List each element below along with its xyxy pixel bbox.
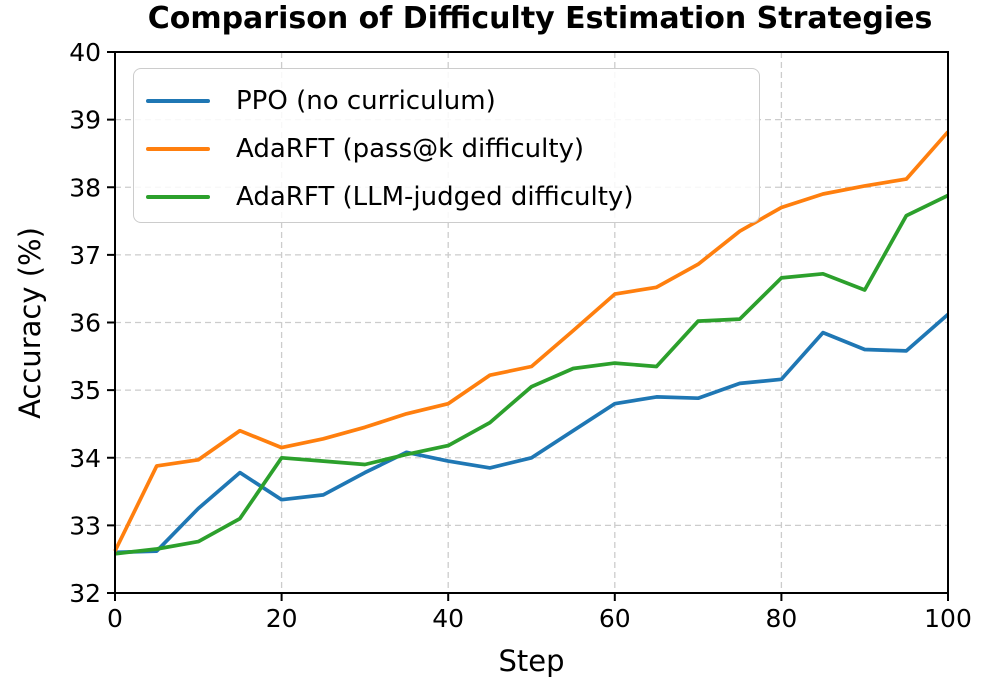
- x-tick-label: 20: [266, 604, 298, 633]
- x-tick-label: 0: [107, 604, 123, 633]
- legend-item: PPO (no curriculum): [134, 77, 759, 125]
- y-tick-label: 38: [69, 173, 101, 202]
- x-axis-label: Step: [498, 644, 565, 678]
- legend-label: AdaRFT (LLM-judged difficulty): [236, 182, 634, 212]
- y-tick-label: 32: [69, 579, 101, 608]
- legend-label: PPO (no curriculum): [236, 86, 496, 116]
- legend-line-swatch: [146, 99, 210, 103]
- series-line-1: [113, 130, 950, 552]
- x-tick-label: 40: [432, 604, 464, 633]
- series-line-0: [114, 313, 950, 555]
- legend-label: AdaRFT (pass@k difficulty): [236, 134, 585, 164]
- legend-line-swatch: [146, 195, 210, 199]
- legend-item: AdaRFT (pass@k difficulty): [134, 125, 759, 173]
- chart-title: Comparison of Difficulty Estimation Stra…: [147, 1, 933, 36]
- series-line-2: [114, 193, 949, 556]
- y-tick-label: 36: [69, 309, 101, 338]
- legend: PPO (no curriculum) AdaRFT (pass@k diffic…: [133, 68, 760, 223]
- y-tick-label: 35: [69, 376, 101, 405]
- x-tick-label: 60: [599, 604, 631, 633]
- y-tick-label: 40: [69, 38, 101, 67]
- y-axis-label: Accuracy (%): [13, 227, 47, 419]
- legend-line-swatch: [146, 147, 210, 151]
- x-tick-label: 80: [765, 604, 797, 633]
- x-tick-label: 100: [924, 604, 972, 633]
- legend-item: AdaRFT (LLM-judged difficulty): [134, 173, 759, 221]
- y-tick-label: 33: [69, 511, 101, 540]
- y-tick-label: 37: [69, 241, 101, 270]
- y-tick-label: 39: [69, 106, 101, 135]
- y-tick-label: 34: [69, 444, 101, 473]
